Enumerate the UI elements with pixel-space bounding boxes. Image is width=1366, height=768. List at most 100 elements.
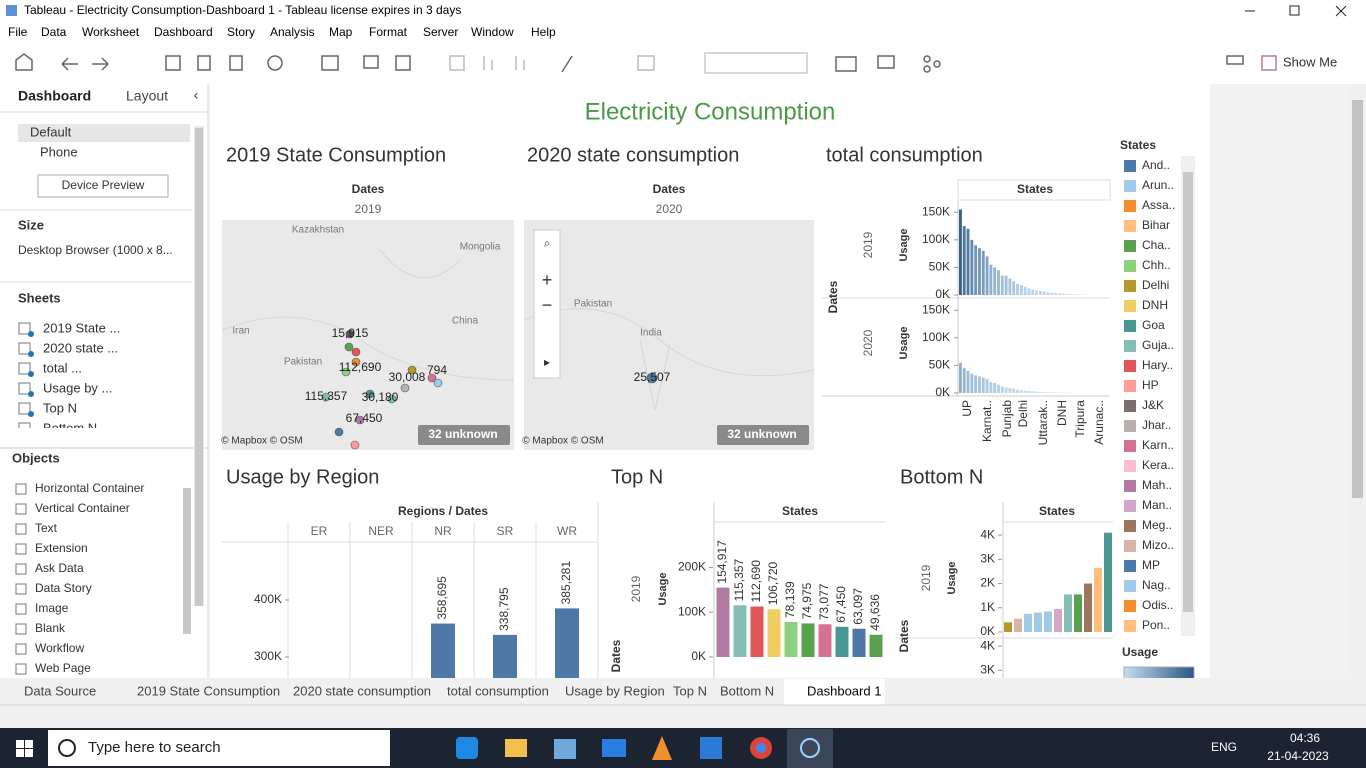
- map-search-icon[interactable]: ⌕: [544, 236, 551, 250]
- device-preview-button[interactable]: [37, 174, 169, 198]
- legend-label[interactable]: Delhi: [1142, 278, 1169, 292]
- legend-swatch[interactable]: [1124, 200, 1136, 212]
- map-2019[interactable]: [222, 220, 514, 450]
- sheet-item[interactable]: total ...: [43, 360, 82, 375]
- menu-item[interactable]: Dashboard: [154, 25, 213, 39]
- legend-swatch[interactable]: [1124, 240, 1136, 252]
- sheet-item[interactable]: 2019 State ...: [43, 320, 120, 335]
- menu-item[interactable]: Help: [531, 25, 556, 39]
- legend-swatch[interactable]: [1124, 420, 1136, 432]
- legend-swatch[interactable]: [1124, 280, 1136, 292]
- legend-label[interactable]: Meg..: [1142, 518, 1172, 532]
- device-option[interactable]: Phone: [40, 144, 78, 159]
- legend-label[interactable]: And..: [1142, 158, 1170, 172]
- legend-label[interactable]: HP: [1142, 378, 1159, 392]
- legend-label[interactable]: Hary..: [1142, 358, 1173, 372]
- legend-label[interactable]: Arun..: [1142, 178, 1174, 192]
- object-item[interactable]: Web Page: [35, 661, 91, 675]
- menu-item[interactable]: Data: [41, 25, 67, 39]
- zoom-out[interactable]: −: [542, 295, 553, 315]
- legend-label[interactable]: Assa..: [1142, 198, 1175, 212]
- size-dropdown[interactable]: Desktop Browser (1000 x 8...: [18, 243, 173, 257]
- legend-label[interactable]: Goa: [1142, 318, 1165, 332]
- legend-swatch[interactable]: [1124, 620, 1136, 632]
- legend-swatch[interactable]: [1124, 440, 1136, 452]
- object-item[interactable]: Data Story: [35, 581, 92, 595]
- sheet-item[interactable]: 2020 state ...: [43, 340, 118, 355]
- legend-swatch[interactable]: [1124, 560, 1136, 572]
- menu-item[interactable]: Window: [471, 25, 514, 39]
- device-preview-label[interactable]: Device Preview: [62, 178, 145, 192]
- search-box[interactable]: [48, 730, 390, 766]
- sheet-item[interactable]: Usage by ...: [43, 380, 112, 395]
- sheet-tab[interactable]: total consumption: [447, 683, 549, 698]
- legend-label[interactable]: Nag..: [1142, 578, 1171, 592]
- device-option[interactable]: Default: [30, 124, 72, 139]
- legend-swatch[interactable]: [1124, 400, 1136, 412]
- menu-item[interactable]: Story: [227, 25, 255, 39]
- sheet-tab[interactable]: Top N: [673, 683, 707, 698]
- object-item[interactable]: Vertical Container: [35, 501, 130, 515]
- unknown-count[interactable]: 32 unknown: [727, 427, 796, 441]
- window-controls[interactable]: [1245, 5, 1347, 17]
- sheet-tab[interactable]: Bottom N: [720, 683, 774, 698]
- legend-swatch[interactable]: [1124, 600, 1136, 612]
- unknown-badge[interactable]: [418, 425, 510, 445]
- legend-label[interactable]: Guja..: [1142, 338, 1174, 352]
- object-item[interactable]: Ask Data: [35, 561, 84, 575]
- taskbar-apps[interactable]: [456, 729, 833, 768]
- object-item[interactable]: Extension: [35, 541, 88, 555]
- legend-label[interactable]: Chh..: [1142, 258, 1171, 272]
- legend-label[interactable]: Bihar: [1142, 218, 1170, 232]
- menu-item[interactable]: Map: [329, 25, 353, 39]
- active-tab[interactable]: [784, 679, 885, 705]
- legend-label[interactable]: Jhar..: [1142, 418, 1171, 432]
- show-me-button[interactable]: Show Me: [1283, 54, 1337, 69]
- sidebar-tab[interactable]: Dashboard: [18, 88, 91, 104]
- menu-item[interactable]: Server: [423, 25, 458, 39]
- sheet-item[interactable]: Top N: [43, 400, 77, 415]
- sheet-tab[interactable]: Usage by Region: [565, 683, 665, 698]
- menu-item[interactable]: Format: [369, 25, 408, 39]
- sheet-tab[interactable]: 2020 state consumption: [293, 683, 431, 698]
- unknown-badge[interactable]: [717, 425, 809, 445]
- legend-label[interactable]: Mizo..: [1142, 538, 1174, 552]
- scroll-thumb[interactable]: [1352, 100, 1363, 498]
- map-toolbar[interactable]: [533, 229, 561, 379]
- sheet-tab[interactable]: Data Source: [24, 683, 96, 698]
- collapse-icon[interactable]: ‹: [194, 87, 199, 103]
- object-item[interactable]: Text: [35, 521, 58, 535]
- sheet-tab[interactable]: 2019 State Consumption: [137, 683, 280, 698]
- object-item[interactable]: Workflow: [35, 641, 84, 655]
- legend-label[interactable]: MP: [1142, 558, 1160, 572]
- legend-swatch[interactable]: [1124, 480, 1136, 492]
- selected-device[interactable]: [18, 124, 190, 142]
- menu-item[interactable]: Analysis: [270, 25, 315, 39]
- legend-swatch[interactable]: [1124, 180, 1136, 192]
- zoom-in[interactable]: +: [542, 270, 553, 290]
- legend-swatch[interactable]: [1124, 500, 1136, 512]
- unknown-count[interactable]: 32 unknown: [428, 427, 497, 441]
- legend-swatch[interactable]: [1124, 160, 1136, 172]
- legend-label[interactable]: Kera..: [1142, 458, 1174, 472]
- legend-swatch[interactable]: [1124, 540, 1136, 552]
- sidebar-tab[interactable]: Layout: [126, 88, 168, 104]
- legend-swatch[interactable]: [1124, 300, 1136, 312]
- search-placeholder[interactable]: Type here to search: [88, 739, 221, 756]
- legend-label[interactable]: Karn..: [1142, 438, 1174, 452]
- menu-item[interactable]: File: [8, 25, 28, 39]
- object-item[interactable]: Image: [35, 601, 69, 615]
- start-button[interactable]: [16, 740, 33, 757]
- legend-swatch[interactable]: [1124, 460, 1136, 472]
- sheet-tab[interactable]: Dashboard 1: [807, 683, 881, 698]
- legend-label[interactable]: Man..: [1142, 498, 1172, 512]
- legend-label[interactable]: Cha..: [1142, 238, 1171, 252]
- map-2020[interactable]: [524, 220, 814, 450]
- legend-swatch[interactable]: [1124, 360, 1136, 372]
- menu-item[interactable]: Worksheet: [82, 25, 140, 39]
- legend-label[interactable]: Pon..: [1142, 618, 1170, 632]
- legend-swatch[interactable]: [1124, 580, 1136, 592]
- toolbar-icons[interactable]: [15, 52, 1277, 74]
- legend-scroll-thumb[interactable]: [1183, 172, 1193, 612]
- legend-label[interactable]: Odis..: [1142, 598, 1173, 612]
